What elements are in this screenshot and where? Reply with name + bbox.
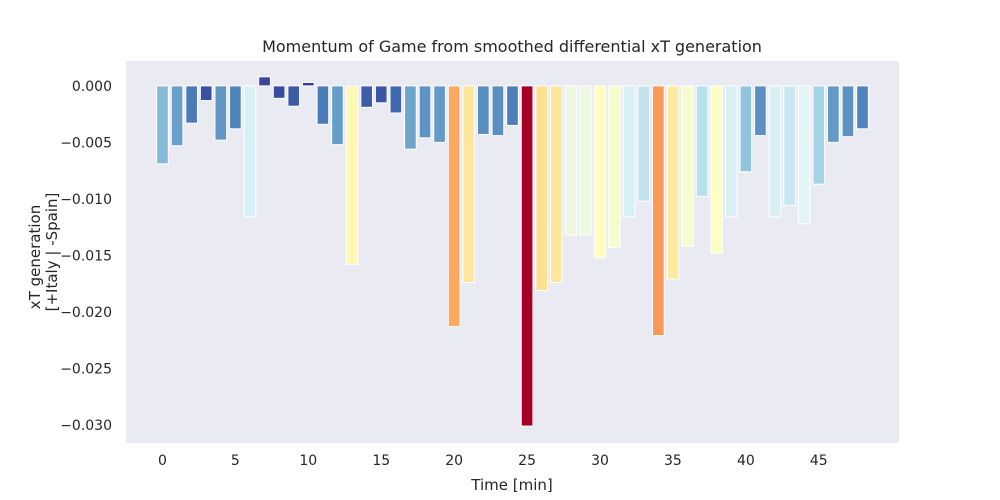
bar	[637, 85, 651, 202]
bar	[549, 85, 563, 284]
y-tick-label: −0.030	[60, 418, 112, 434]
y-tick-label: −0.010	[60, 192, 112, 208]
x-axis-label: Time [min]	[470, 476, 552, 494]
bars-group	[156, 76, 869, 427]
bar	[520, 85, 534, 427]
bar	[812, 85, 826, 185]
bar	[724, 85, 738, 218]
bar	[447, 85, 461, 328]
y-tick-label: −0.005	[60, 135, 112, 151]
bar	[331, 85, 344, 146]
y-tick-labels: 0.000 −0.005 −0.010 −0.015 −0.020 −0.025 −0.03…	[60, 79, 112, 434]
y-tick-label: −0.025	[60, 361, 112, 377]
bar	[564, 85, 578, 236]
x-tick-label: 0	[158, 453, 167, 469]
bar	[666, 85, 680, 280]
bar	[229, 85, 242, 130]
bar	[389, 85, 403, 114]
x-tick-label: 45	[810, 453, 828, 469]
bar	[272, 85, 286, 99]
bar	[316, 85, 330, 125]
bar	[681, 85, 694, 247]
x-tick-label: 5	[231, 453, 240, 469]
bar	[739, 85, 753, 173]
bar	[170, 85, 184, 147]
bar	[462, 85, 476, 284]
bar	[404, 85, 417, 150]
bar	[258, 76, 271, 87]
x-tick-label: 30	[591, 453, 609, 469]
x-tick-label: 25	[518, 453, 536, 469]
bar	[783, 85, 796, 207]
bar	[433, 85, 446, 143]
bar	[301, 81, 315, 87]
x-tick-labels: 0 5 10 15 20 25 30 35 40 45	[158, 453, 828, 469]
bar	[491, 85, 505, 137]
bar	[827, 85, 840, 143]
chart-title: Momentum of Game from smoothed different…	[262, 37, 762, 56]
y-tick-label: −0.015	[60, 248, 112, 264]
x-tick-label: 10	[299, 453, 317, 469]
x-tick-label: 15	[372, 453, 390, 469]
bar	[506, 85, 519, 126]
bar	[768, 85, 782, 218]
bar	[841, 85, 855, 138]
x-tick-label: 35	[664, 453, 682, 469]
bar	[695, 85, 709, 198]
bar	[360, 85, 373, 108]
bar	[797, 85, 811, 225]
x-tick-label: 40	[737, 453, 755, 469]
bar	[185, 85, 198, 124]
bar	[214, 85, 228, 141]
bar	[374, 85, 388, 104]
y-axis-label-line-1: xT generation	[26, 205, 44, 309]
y-tick-label: −0.020	[60, 305, 112, 321]
bar	[476, 85, 490, 135]
x-tick-label: 20	[445, 453, 463, 469]
bar	[287, 85, 301, 107]
bar	[156, 85, 169, 165]
bar	[199, 85, 213, 102]
bar	[345, 85, 359, 265]
bar	[622, 85, 636, 218]
y-axis-label: xT generation [+Italy | -Spain]	[26, 193, 61, 312]
bar	[243, 85, 257, 218]
y-tick-label: 0.000	[72, 79, 112, 95]
bar	[593, 85, 607, 259]
bar	[608, 85, 621, 248]
bar	[710, 85, 724, 254]
bar	[754, 85, 767, 137]
y-axis-label-line-2: [+Italy | -Spain]	[43, 193, 61, 312]
bar	[579, 85, 592, 236]
bar	[418, 85, 432, 139]
bar	[856, 85, 869, 130]
bar	[652, 85, 665, 337]
bar	[535, 85, 549, 291]
